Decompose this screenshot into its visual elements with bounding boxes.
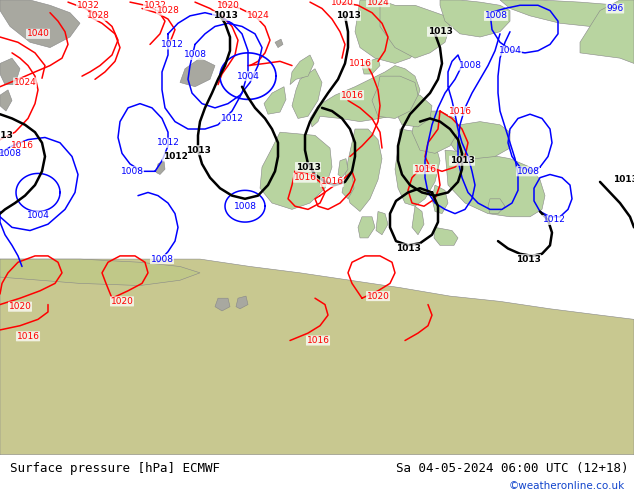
Polygon shape [156, 161, 165, 174]
Polygon shape [290, 55, 314, 85]
Text: 1013: 1013 [427, 27, 453, 36]
Polygon shape [395, 93, 432, 127]
Polygon shape [292, 69, 322, 119]
Polygon shape [344, 129, 382, 212]
Text: ©weatheronline.co.uk: ©weatheronline.co.uk [508, 481, 624, 490]
Polygon shape [362, 58, 380, 74]
Text: 1008: 1008 [120, 167, 143, 176]
Polygon shape [310, 66, 420, 127]
Text: 1013: 1013 [186, 146, 210, 155]
Polygon shape [376, 212, 388, 235]
Text: 1008: 1008 [458, 61, 481, 70]
Text: 1016: 1016 [11, 142, 34, 150]
Polygon shape [275, 39, 283, 48]
Polygon shape [500, 0, 634, 26]
Text: 1020: 1020 [9, 302, 32, 311]
Text: 1012: 1012 [160, 40, 183, 49]
Polygon shape [0, 90, 12, 111]
Polygon shape [342, 174, 354, 199]
Text: 1016: 1016 [16, 332, 39, 341]
Text: 1008: 1008 [0, 149, 22, 158]
Text: 1016: 1016 [306, 336, 330, 345]
Text: 1012: 1012 [221, 114, 243, 123]
Polygon shape [264, 87, 286, 114]
Text: 1013: 1013 [295, 163, 320, 172]
Polygon shape [215, 298, 230, 311]
Polygon shape [0, 0, 80, 48]
Polygon shape [358, 217, 375, 238]
Text: 1016: 1016 [413, 165, 436, 173]
Text: 1016: 1016 [340, 91, 363, 99]
Polygon shape [434, 227, 458, 245]
Text: 1013: 1013 [612, 175, 634, 184]
Text: 1020: 1020 [217, 1, 240, 10]
Text: 1024: 1024 [13, 78, 36, 87]
Polygon shape [260, 132, 332, 209]
Text: 1008: 1008 [150, 255, 174, 264]
Polygon shape [372, 76, 418, 119]
Polygon shape [488, 199, 505, 214]
Text: 1020: 1020 [110, 297, 133, 306]
Text: 1028: 1028 [157, 6, 179, 15]
Polygon shape [0, 259, 634, 455]
Text: 1013: 1013 [212, 11, 238, 21]
Text: 1004: 1004 [498, 46, 521, 55]
Polygon shape [440, 0, 510, 37]
Text: 1008: 1008 [183, 50, 207, 59]
Polygon shape [180, 58, 215, 87]
Polygon shape [380, 0, 450, 58]
Text: 1016: 1016 [321, 177, 344, 186]
Text: 1020: 1020 [330, 0, 353, 6]
Text: Sa 04-05-2024 06:00 UTC (12+18): Sa 04-05-2024 06:00 UTC (12+18) [396, 462, 629, 475]
Text: Surface pressure [hPa] ECMWF: Surface pressure [hPa] ECMWF [10, 462, 219, 475]
Polygon shape [445, 150, 545, 217]
Text: 1012: 1012 [162, 152, 188, 161]
Polygon shape [580, 0, 634, 63]
Text: 1013: 1013 [0, 131, 13, 140]
Text: 1013: 1013 [450, 156, 474, 165]
Polygon shape [412, 206, 424, 235]
Polygon shape [412, 111, 458, 153]
Text: 1024: 1024 [247, 11, 269, 21]
Text: 1012: 1012 [157, 138, 179, 147]
Text: 1024: 1024 [366, 0, 389, 6]
Polygon shape [395, 129, 440, 206]
Text: 1004: 1004 [236, 72, 259, 81]
Polygon shape [440, 122, 510, 159]
Text: 996: 996 [606, 4, 624, 13]
Polygon shape [355, 0, 420, 63]
Text: 1013: 1013 [335, 11, 361, 21]
Text: 1020: 1020 [366, 292, 389, 300]
Text: 1016: 1016 [448, 106, 472, 116]
Polygon shape [338, 159, 348, 178]
Text: 1016: 1016 [349, 59, 372, 68]
Text: 1008: 1008 [484, 11, 507, 21]
Text: 1032: 1032 [77, 1, 100, 10]
Polygon shape [0, 58, 20, 85]
Polygon shape [236, 296, 248, 309]
Text: 1004: 1004 [27, 211, 49, 220]
Polygon shape [0, 259, 200, 286]
Text: 1032: 1032 [143, 1, 167, 10]
Polygon shape [432, 185, 448, 214]
Text: 1013: 1013 [515, 255, 540, 264]
Text: 1012: 1012 [543, 216, 566, 224]
Text: 1008: 1008 [233, 202, 257, 211]
Text: 1028: 1028 [87, 11, 110, 21]
Text: 1008: 1008 [517, 167, 540, 176]
Text: 1016: 1016 [294, 173, 316, 182]
Text: 1040: 1040 [27, 29, 49, 38]
Text: 1013: 1013 [396, 244, 420, 253]
